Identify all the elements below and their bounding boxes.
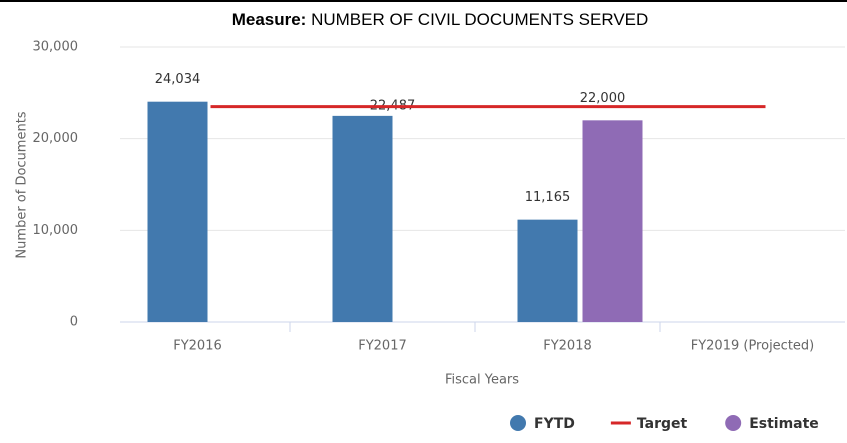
x-tick-label: FY2018 [543,339,592,354]
x-tick-label: FY2019 (Projected) [691,339,815,354]
legend-label: Estimate [749,416,819,432]
legend-symbol [725,415,742,431]
title-label: Measure: [232,10,307,29]
legend-symbol [510,415,526,431]
legend-label: Target [637,416,688,432]
x-tick-label: FY2017 [358,339,407,354]
bar [332,115,393,322]
x-axis-label: Fiscal Years [445,373,519,388]
data-label: 22,000 [580,91,626,106]
y-tick-label: 0 [70,315,78,330]
y-tick-label: 20,000 [33,131,79,146]
bar [517,219,578,322]
x-tick-label: FY2016 [173,339,222,354]
y-tick-label: 30,000 [33,40,79,55]
legend-label: FYTD [534,416,575,432]
y-tick-label: 10,000 [33,223,79,238]
bar [582,120,643,322]
y-axis-label: Number of Documents [15,111,30,258]
title-text: NUMBER OF CIVIL DOCUMENTS SERVED [311,10,648,29]
data-label: 11,165 [525,190,571,205]
data-label: 24,034 [155,72,201,87]
chart-title: Measure: NUMBER OF CIVIL DOCUMENTS SERVE… [232,10,649,29]
bar [147,101,208,323]
